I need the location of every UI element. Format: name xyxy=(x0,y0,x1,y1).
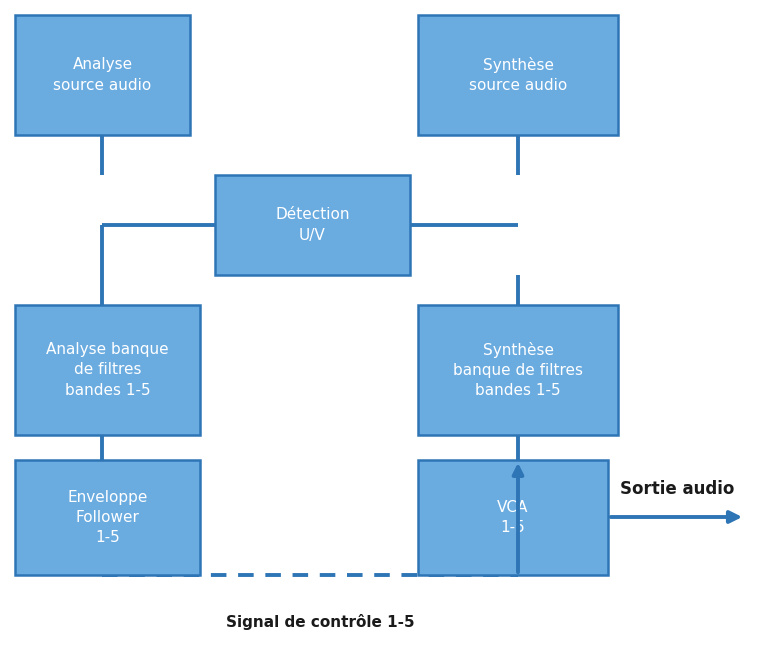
Text: Synthèse
source audio: Synthèse source audio xyxy=(469,57,567,93)
Bar xyxy=(418,460,608,575)
Text: Enveloppe
Follower
1-5: Enveloppe Follower 1-5 xyxy=(67,489,148,545)
Bar xyxy=(15,460,200,575)
Text: Détection
U/V: Détection U/V xyxy=(275,207,350,243)
Bar xyxy=(215,175,410,275)
Text: Analyse
source audio: Analyse source audio xyxy=(53,57,152,93)
Text: Signal de contrôle 1-5: Signal de contrôle 1-5 xyxy=(226,614,414,630)
Bar xyxy=(418,15,618,135)
Text: Sortie audio: Sortie audio xyxy=(620,480,734,498)
Bar xyxy=(15,15,190,135)
Text: Analyse banque
de filtres
bandes 1-5: Analyse banque de filtres bandes 1-5 xyxy=(46,342,169,398)
Bar xyxy=(418,305,618,435)
Text: Synthèse
banque de filtres
bandes 1-5: Synthèse banque de filtres bandes 1-5 xyxy=(453,341,583,398)
Text: VCA
1-5: VCA 1-5 xyxy=(497,500,529,535)
Bar xyxy=(15,305,200,435)
